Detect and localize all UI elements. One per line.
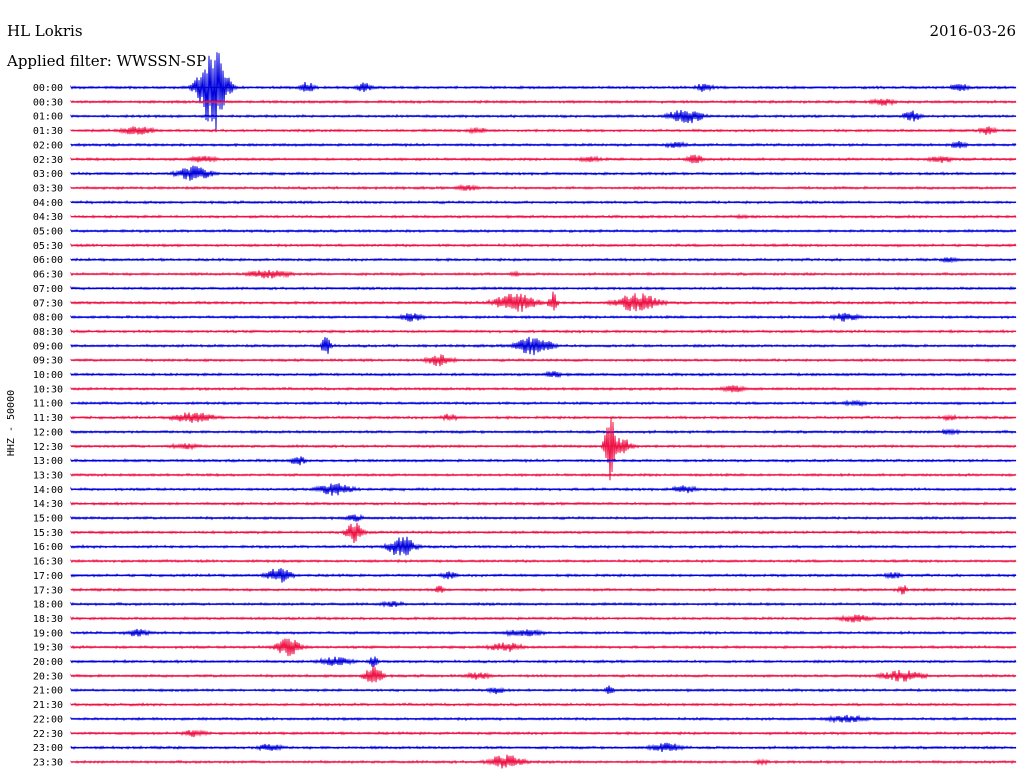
time-label-1530: 15:30 bbox=[33, 528, 63, 539]
time-label-2030: 20:30 bbox=[33, 671, 63, 682]
time-label-0500: 05:00 bbox=[33, 227, 63, 238]
time-label-2000: 20:00 bbox=[33, 657, 63, 668]
trace-0730 bbox=[70, 291, 1017, 312]
station-name: HL Lokris bbox=[7, 22, 83, 40]
time-label-1400: 14:00 bbox=[33, 485, 63, 496]
time-label-0830: 08:30 bbox=[33, 327, 63, 338]
applied-filter-label: Applied filter: WWSSN-SP bbox=[7, 52, 207, 70]
record-date: 2016-03-26 bbox=[929, 22, 1016, 40]
time-label-0400: 04:00 bbox=[33, 198, 63, 209]
time-label-1130: 11:30 bbox=[33, 413, 63, 424]
time-label-2100: 21:00 bbox=[33, 686, 63, 697]
time-label-1000: 10:00 bbox=[33, 370, 63, 381]
time-label-0100: 01:00 bbox=[33, 112, 63, 123]
time-label-1900: 19:00 bbox=[33, 628, 63, 639]
time-label-0230: 02:30 bbox=[33, 155, 63, 166]
time-label-1830: 18:30 bbox=[33, 614, 63, 625]
time-label-1630: 16:30 bbox=[33, 557, 63, 568]
time-label-1730: 17:30 bbox=[33, 585, 63, 596]
time-label-1030: 10:30 bbox=[33, 384, 63, 395]
time-label-0330: 03:30 bbox=[33, 183, 63, 194]
time-label-0530: 05:30 bbox=[33, 241, 63, 252]
time-label-2130: 21:30 bbox=[33, 700, 63, 711]
time-label-0030: 00:30 bbox=[33, 97, 63, 108]
time-tick-labels: 00:00 00:30 01:00 01:30 02:00 02:30 03:00 03:30… bbox=[33, 83, 63, 768]
time-label-0430: 04:30 bbox=[33, 212, 63, 223]
time-label-2200: 22:00 bbox=[33, 714, 63, 725]
time-label-0700: 07:00 bbox=[33, 284, 63, 295]
time-label-1500: 15:00 bbox=[33, 514, 63, 525]
trace-0000 bbox=[70, 52, 1017, 130]
time-label-1330: 13:30 bbox=[33, 470, 63, 481]
time-label-1230: 12:30 bbox=[33, 442, 63, 453]
trace-2030 bbox=[70, 665, 1017, 683]
seismic-traces bbox=[70, 52, 1017, 769]
time-label-2330: 23:30 bbox=[33, 757, 63, 768]
time-label-2230: 22:30 bbox=[33, 729, 63, 740]
time-label-0300: 03:00 bbox=[33, 169, 63, 180]
time-label-1200: 12:00 bbox=[33, 427, 63, 438]
time-label-1300: 13:00 bbox=[33, 456, 63, 467]
channel-label: HHZ - 50000 bbox=[6, 390, 17, 456]
time-label-0630: 06:30 bbox=[33, 270, 63, 281]
trace-1600 bbox=[70, 536, 1017, 556]
time-label-0200: 02:00 bbox=[33, 140, 63, 151]
time-label-0930: 09:30 bbox=[33, 356, 63, 367]
time-label-0000: 00:00 bbox=[33, 83, 63, 94]
time-label-1600: 16:00 bbox=[33, 542, 63, 553]
trace-1230 bbox=[70, 418, 1017, 481]
time-label-2300: 23:00 bbox=[33, 743, 63, 754]
time-label-1800: 18:00 bbox=[33, 600, 63, 611]
time-label-1430: 14:30 bbox=[33, 499, 63, 510]
time-label-0600: 06:00 bbox=[33, 255, 63, 266]
time-label-1100: 11:00 bbox=[33, 399, 63, 410]
time-label-0900: 09:00 bbox=[33, 341, 63, 352]
time-label-0800: 08:00 bbox=[33, 313, 63, 324]
time-label-0730: 07:30 bbox=[33, 298, 63, 309]
time-label-1930: 19:30 bbox=[33, 643, 63, 654]
time-label-1700: 17:00 bbox=[33, 571, 63, 582]
time-label-0130: 01:30 bbox=[33, 126, 63, 137]
